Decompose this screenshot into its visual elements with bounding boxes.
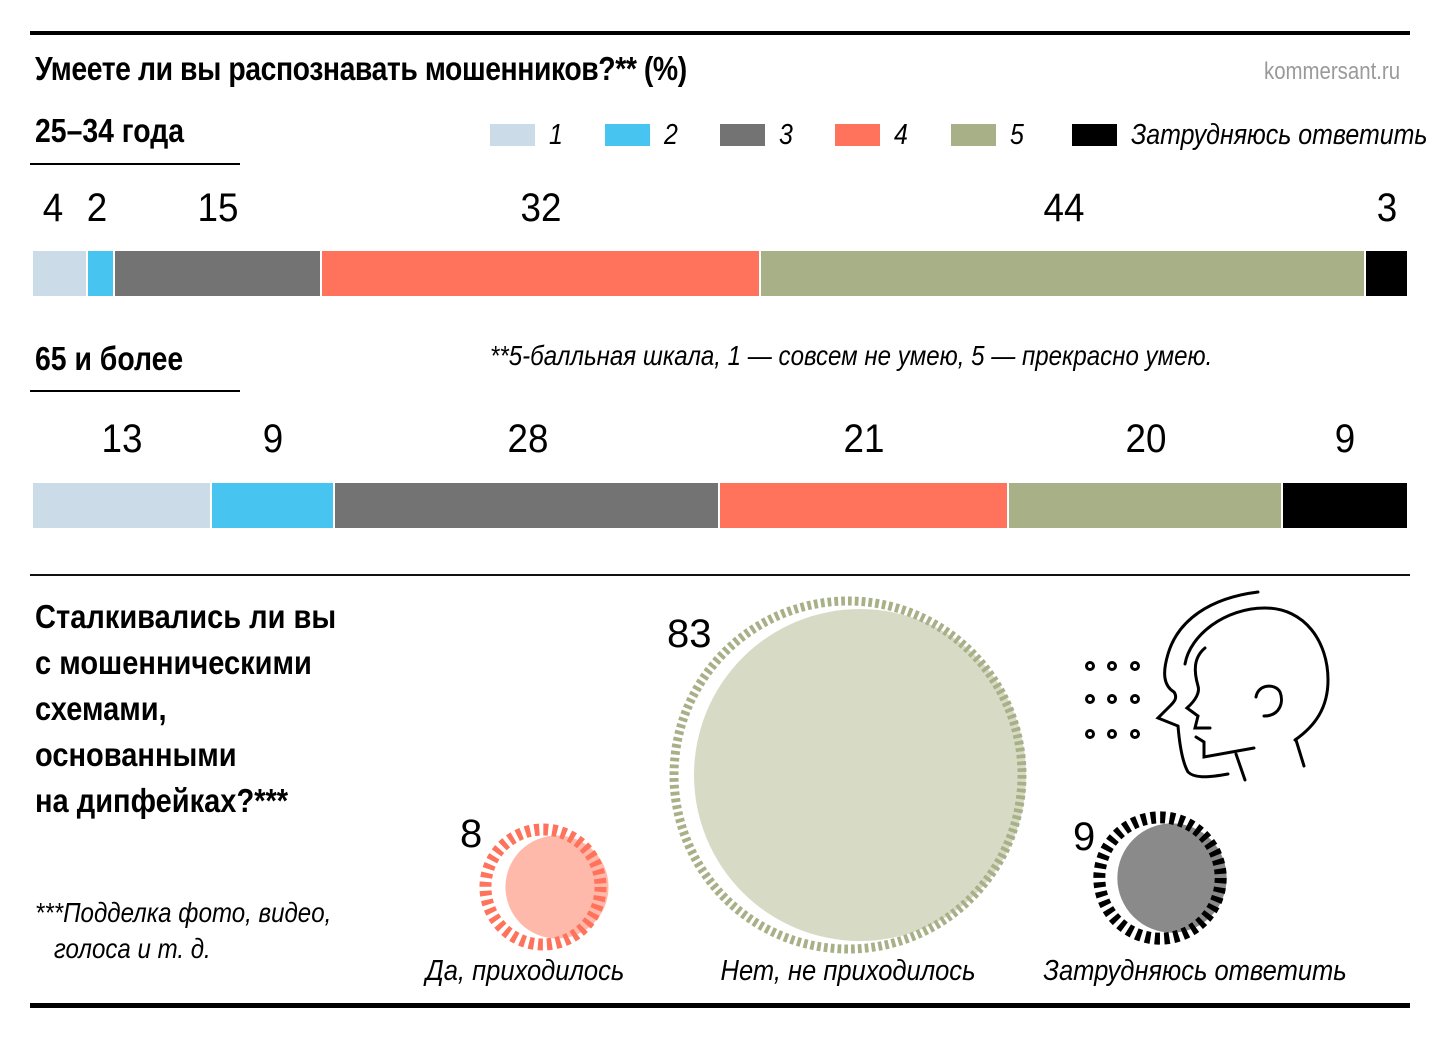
legend-label: Затрудняюсь ответить	[1130, 118, 1428, 151]
stacked-bar-25-34	[33, 251, 1407, 296]
bottom-rule	[30, 1003, 1410, 1008]
deepfake-question: Сталкивались ли вы с мошенническими схем…	[35, 594, 336, 824]
bar-segment-5	[1008, 483, 1284, 528]
data-label: 32	[520, 186, 562, 230]
question-line: основанными	[35, 736, 237, 773]
deepfake-head-icon	[1085, 590, 1330, 782]
dot-grid-icon	[1085, 661, 1140, 739]
legend-swatch	[605, 124, 651, 146]
scale-footnote: **5-балльная шкала, 1 — совсем не умею, …	[490, 340, 1213, 371]
legend-item: 2	[605, 119, 680, 152]
data-label: 9	[1334, 417, 1356, 461]
value-labels-65-plus: 13 9 28 21 20 9	[33, 417, 1407, 467]
legend-item: Затрудняюсь ответить	[1071, 118, 1440, 152]
data-label: 20	[1125, 417, 1167, 461]
group-label-25-34: 25–34 года	[35, 112, 185, 149]
legend-label: 4	[894, 118, 909, 151]
footnote-line: ***Подделка фото, видео,	[35, 897, 332, 928]
bar-segment-3	[115, 251, 322, 296]
bubble-ring-yes	[479, 823, 607, 951]
category-label-yes: Да, приходилось	[425, 955, 625, 987]
footnote-line: голоса и т. д.	[53, 933, 211, 964]
data-label: 2	[86, 186, 108, 230]
value-label-yes: 8	[460, 812, 483, 856]
bar-segment-3	[335, 483, 720, 528]
data-label: 28	[507, 417, 549, 461]
bar-segment-4	[321, 251, 762, 296]
bubble-ring-no	[669, 596, 1027, 954]
top-rule	[30, 31, 1410, 35]
legend-swatch	[490, 124, 535, 146]
legend-swatch	[950, 124, 996, 146]
bar-segment-2	[87, 251, 116, 296]
bar-segment-2	[211, 483, 336, 528]
question-line: Сталкивались ли вы	[35, 598, 337, 635]
legend-item: 1	[490, 119, 565, 152]
legend: 1 2 3 4 5 Затрудняюсь ответить	[490, 118, 1440, 152]
source-label: kommersant.ru	[1263, 58, 1400, 85]
bubble-no	[669, 596, 1027, 954]
data-label: 13	[101, 417, 143, 461]
group-label-65-plus: 65 и более	[35, 340, 184, 377]
category-label-no: Нет, не приходилось	[720, 955, 976, 987]
data-label: 9	[263, 417, 284, 461]
bar-segment-затрудняюсь-ответить	[1283, 483, 1407, 528]
bar-segment-4	[720, 483, 1009, 528]
bubble-unsure	[1093, 811, 1227, 945]
bar-segment-затрудняюсь-ответить	[1365, 251, 1407, 296]
bubble-fill-yes	[505, 835, 609, 939]
deepfake-footnote: ***Подделка фото, видео, голоса и т. д.	[35, 895, 331, 967]
bubble-fill-no	[694, 609, 1026, 941]
legend-item: 5	[950, 118, 1026, 152]
value-label-unsure: 9	[1073, 815, 1096, 859]
legend-item: 4	[835, 119, 910, 152]
value-label-no: 83	[667, 612, 712, 656]
bar-segment-5	[761, 251, 1366, 296]
bubble-yes	[479, 823, 609, 951]
legend-swatch	[1071, 124, 1117, 146]
group-underline	[30, 163, 240, 165]
bubble-fill-unsure	[1117, 823, 1227, 933]
stacked-bar-65-plus	[33, 483, 1407, 528]
legend-label: 3	[779, 118, 794, 151]
legend-label: 1	[549, 118, 563, 151]
bubble-ring-unsure	[1093, 811, 1227, 945]
legend-item: 3	[720, 119, 795, 152]
section-divider	[30, 574, 1410, 576]
data-label: 44	[1043, 186, 1084, 230]
data-label: 15	[198, 186, 239, 230]
data-label: 3	[1376, 186, 1398, 230]
legend-swatch	[835, 124, 881, 146]
legend-label: 2	[664, 118, 679, 151]
data-label: 4	[42, 186, 64, 230]
bar-segment-1	[33, 483, 212, 528]
question-line: схемами,	[35, 690, 167, 727]
chart-title: Умеете ли вы распознавать мошенников?** …	[35, 50, 687, 87]
group-underline	[30, 390, 240, 392]
bar-segment-1	[33, 251, 88, 296]
legend-label: 5	[1009, 118, 1024, 151]
question-line: с мошенническими	[35, 644, 312, 681]
data-label: 21	[843, 417, 885, 461]
legend-swatch	[720, 124, 766, 146]
question-line: на дипфейках?***	[35, 782, 289, 819]
value-labels-25-34: 4 2 15 32 44 3	[33, 186, 1407, 236]
category-label-unsure: Затрудняюсь ответить	[1043, 955, 1347, 987]
